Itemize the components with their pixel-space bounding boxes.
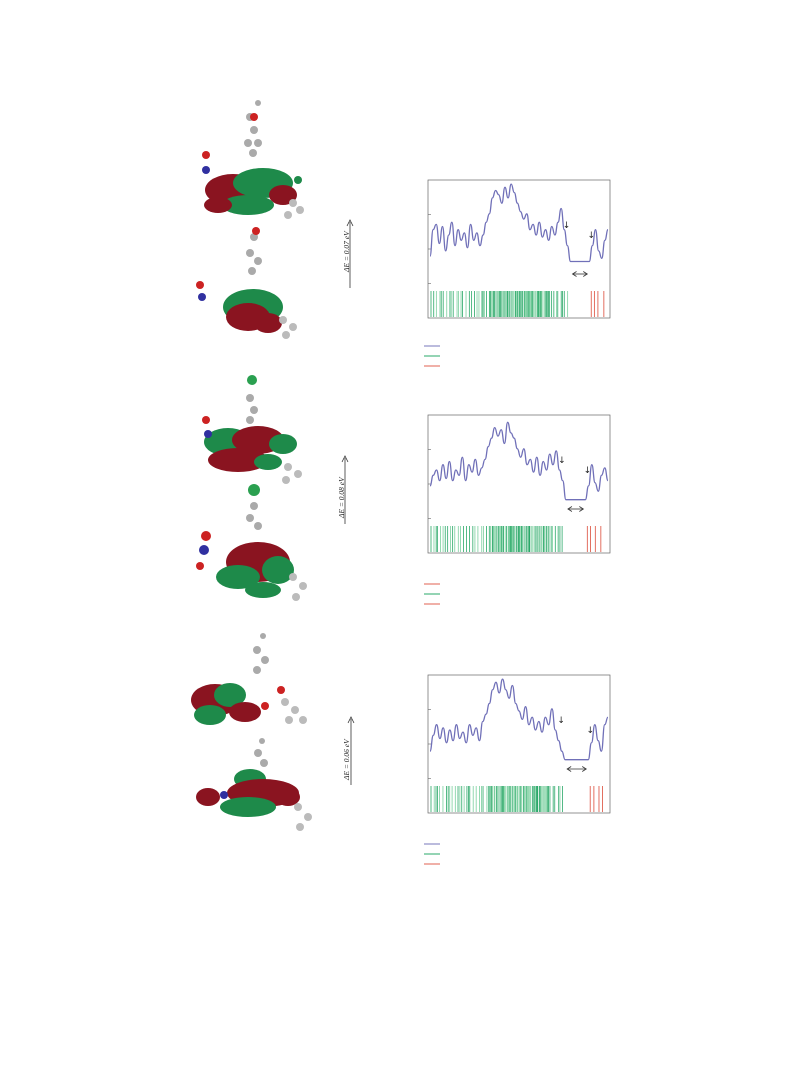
level-marker: ↓ [563, 221, 571, 231]
legend-b [424, 583, 440, 605]
molecule-orbital-lumo-a [202, 100, 304, 219]
level-marker: ↓ [558, 456, 566, 466]
dos-curve [429, 678, 609, 761]
level-marker: ↓ [584, 466, 592, 476]
energy-arrow [346, 219, 354, 288]
level-marker: ↓ [557, 716, 565, 726]
molecule-orbital-lumo-c [191, 633, 307, 725]
dos-curve [429, 421, 609, 501]
energy-arrow [341, 455, 349, 524]
dos-chart-a: ↓↓ [427, 179, 611, 319]
molecule-orbital-homo-c [196, 738, 312, 831]
molecule-orbital-homo-a [196, 227, 297, 339]
molecule-orbital-homo-b [196, 484, 307, 601]
molecule-orbital-lumo-b [202, 375, 302, 484]
level-marker: ↓ [586, 726, 594, 736]
energy-arrow [347, 716, 355, 785]
gap-arrow-head-right [583, 271, 589, 277]
gap-arrow-head-left [567, 506, 573, 512]
level-marker: ↓ [587, 231, 595, 241]
gap-arrow-head-left [571, 271, 577, 277]
dos-chart-b: ↓↓ [427, 414, 611, 554]
dos-curve [429, 183, 609, 263]
dos-chart-c: ↓↓ [427, 674, 611, 814]
legend-a [424, 345, 440, 367]
legend-c [424, 843, 440, 865]
gap-arrow-head-right [579, 506, 585, 512]
gap-arrow-head-right [582, 766, 587, 772]
gap-arrow-head-left [566, 766, 572, 772]
